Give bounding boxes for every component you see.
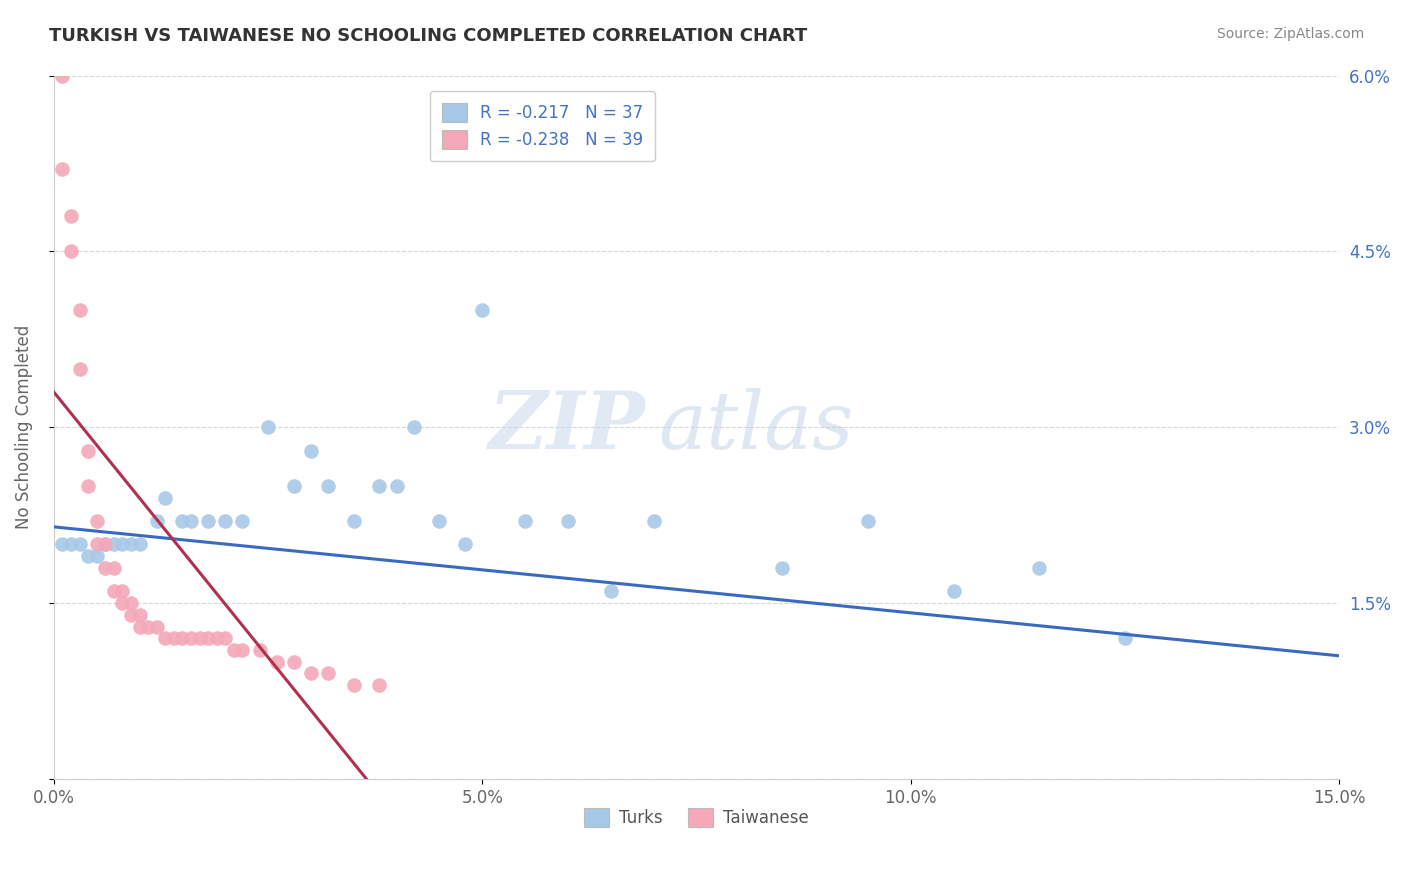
Point xyxy=(86,549,108,564)
Point xyxy=(1028,561,1050,575)
Point xyxy=(257,420,280,434)
Point xyxy=(155,632,177,646)
Point xyxy=(128,537,150,551)
Point xyxy=(111,537,134,551)
Point xyxy=(316,479,339,493)
Point xyxy=(299,443,322,458)
Point xyxy=(343,678,366,692)
Point xyxy=(249,643,271,657)
Point xyxy=(231,643,253,657)
Point xyxy=(515,514,537,528)
Point xyxy=(454,537,477,551)
Point xyxy=(172,632,194,646)
Point xyxy=(471,303,494,318)
Point xyxy=(299,666,322,681)
Point xyxy=(205,632,228,646)
Point xyxy=(59,244,82,259)
Text: TURKISH VS TAIWANESE NO SCHOOLING COMPLETED CORRELATION CHART: TURKISH VS TAIWANESE NO SCHOOLING COMPLE… xyxy=(49,27,807,45)
Point xyxy=(283,655,305,669)
Point xyxy=(120,537,142,551)
Point xyxy=(111,584,134,599)
Point xyxy=(94,537,117,551)
Point xyxy=(128,619,150,633)
Point xyxy=(111,596,134,610)
Point xyxy=(51,162,73,177)
Point xyxy=(94,537,117,551)
Point xyxy=(188,632,211,646)
Point xyxy=(51,69,73,83)
Point xyxy=(402,420,425,434)
Point xyxy=(103,537,125,551)
Point xyxy=(222,643,245,657)
Point xyxy=(103,584,125,599)
Point xyxy=(77,549,100,564)
Point xyxy=(231,514,253,528)
Point xyxy=(163,632,186,646)
Point xyxy=(77,443,100,458)
Point xyxy=(172,514,194,528)
Point xyxy=(385,479,408,493)
Point xyxy=(643,514,665,528)
Point xyxy=(120,607,142,622)
Point xyxy=(180,632,202,646)
Y-axis label: No Schooling Completed: No Schooling Completed xyxy=(15,325,32,529)
Point xyxy=(856,514,879,528)
Point xyxy=(197,632,219,646)
Point xyxy=(77,479,100,493)
Point xyxy=(120,596,142,610)
Point xyxy=(368,479,391,493)
Point xyxy=(770,561,793,575)
Point xyxy=(942,584,965,599)
Point xyxy=(214,514,236,528)
Text: ZIP: ZIP xyxy=(488,389,645,466)
Point xyxy=(266,655,288,669)
Point xyxy=(368,678,391,692)
Point xyxy=(69,361,91,376)
Point xyxy=(343,514,366,528)
Point xyxy=(1114,632,1136,646)
Point xyxy=(69,537,91,551)
Point xyxy=(145,514,167,528)
Point xyxy=(214,632,236,646)
Point xyxy=(69,303,91,318)
Legend: Turks, Taiwanese: Turks, Taiwanese xyxy=(578,801,815,834)
Point xyxy=(86,537,108,551)
Point xyxy=(599,584,621,599)
Point xyxy=(136,619,159,633)
Point xyxy=(59,209,82,223)
Text: Source: ZipAtlas.com: Source: ZipAtlas.com xyxy=(1216,27,1364,41)
Point xyxy=(155,491,177,505)
Point xyxy=(103,561,125,575)
Point xyxy=(180,514,202,528)
Text: atlas: atlas xyxy=(658,389,853,466)
Point xyxy=(128,607,150,622)
Point xyxy=(51,537,73,551)
Point xyxy=(59,537,82,551)
Point xyxy=(283,479,305,493)
Point xyxy=(557,514,579,528)
Point xyxy=(429,514,451,528)
Point xyxy=(197,514,219,528)
Point xyxy=(86,514,108,528)
Point xyxy=(94,561,117,575)
Point xyxy=(316,666,339,681)
Point xyxy=(145,619,167,633)
